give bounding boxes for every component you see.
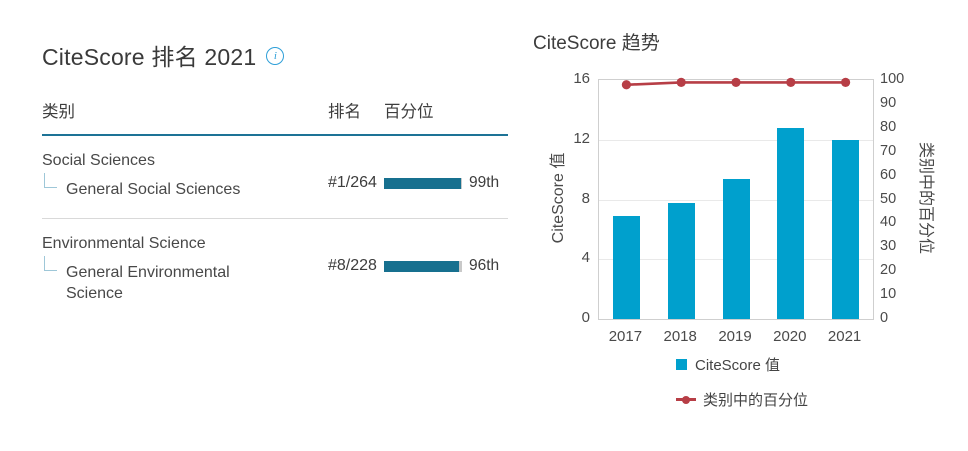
percentile-bar-fill	[384, 260, 459, 272]
right-tick-label: 70	[880, 142, 897, 159]
bar-2017[interactable]	[612, 215, 640, 319]
line-point-2018[interactable]	[676, 77, 686, 87]
percentile-bar-track	[384, 177, 462, 189]
right-tick-label: 20	[880, 262, 897, 279]
percentile-bar-fill	[384, 177, 462, 189]
legend-label: 类别中的百分位	[703, 392, 809, 409]
left-tick-label: 0	[581, 309, 590, 326]
x-tick-label: 2018	[663, 328, 697, 345]
table-row: Social Sciences General Social Sciences …	[42, 136, 508, 218]
percentile-label: 99th	[469, 174, 500, 191]
rank-value: #1/264	[328, 174, 377, 191]
column-header-rank: 排名	[328, 103, 361, 121]
bar-2018[interactable]	[667, 202, 695, 319]
line-point-2017[interactable]	[621, 80, 631, 90]
bar-2021[interactable]	[832, 139, 860, 319]
right-tick-label: 50	[880, 190, 897, 207]
left-tick-label: 4	[581, 249, 590, 267]
citescore-trend-panel: CiteScore 趋势 CiteScore 值 类别中的百分位 0 4 8 12 16…	[533, 20, 968, 440]
info-icon[interactable]: i	[266, 47, 285, 65]
rankings-title: CiteScore 排名 2021	[42, 44, 257, 70]
right-tick-label: 30	[880, 238, 897, 255]
legend-label: CiteScore 值	[695, 357, 781, 374]
table-row: Environmental Science General Environmen…	[42, 218, 508, 322]
left-tick-label: 8	[581, 189, 590, 207]
right-tick-label: 60	[880, 166, 897, 183]
bar-legend-swatch-icon	[676, 359, 687, 370]
x-tick-label: 2021	[827, 328, 862, 345]
percentile-line-series	[621, 77, 851, 90]
legend-item-percentile: 类别中的百分位	[676, 389, 808, 410]
right-tick-label: 0	[880, 310, 889, 326]
right-tick-label: 90	[880, 94, 897, 111]
citescore-rankings-panel: CiteScore 排名 2021 i 类别 排名 百分位 Social Sci…	[42, 38, 508, 322]
line-legend-marker-icon	[676, 394, 696, 405]
percentile-bar-track	[384, 260, 462, 272]
gridline	[599, 139, 873, 141]
tree-connector-icon	[44, 173, 57, 188]
legend-item-citescore: CiteScore 值	[676, 354, 780, 375]
line-point-2020[interactable]	[786, 77, 796, 87]
right-tick-label: 100	[880, 71, 905, 87]
rankings-title-row: CiteScore 排名 2021 i	[42, 38, 508, 72]
parent-category-label: Environmental Science	[42, 235, 206, 252]
chart-plot-area	[598, 77, 874, 320]
line-point-2021[interactable]	[841, 77, 851, 87]
bar-2020[interactable]	[777, 127, 805, 319]
x-tick-label: 2019	[718, 328, 752, 345]
percentile-cell: 99th	[384, 174, 508, 192]
column-header-percentile: 百分位	[384, 103, 434, 121]
rank-value: #8/228	[328, 257, 377, 274]
x-tick-label: 2017	[608, 328, 643, 345]
right-tick-label: 40	[880, 214, 897, 231]
child-category-label: General Environmental Science	[66, 264, 230, 302]
left-tick-label: 16	[573, 70, 590, 87]
x-tick-label: 2020	[773, 328, 807, 345]
tree-connector-icon	[44, 256, 57, 271]
parent-category-label: Social Sciences	[42, 152, 155, 169]
trend-chart-title: CiteScore 趋势	[533, 33, 660, 54]
column-header-category: 类别	[42, 103, 75, 121]
header-divider	[42, 134, 508, 136]
right-axis-label: 类别中的百分位	[917, 141, 934, 254]
right-tick-label: 80	[880, 118, 897, 135]
right-tick-label: 10	[880, 286, 897, 303]
rankings-table-header: 类别 排名 百分位	[42, 98, 508, 122]
category-cell: Environmental Science General Environmen…	[42, 233, 328, 304]
child-category-label: General Social Sciences	[66, 181, 241, 198]
left-tick-label: 12	[573, 129, 590, 147]
line-point-2019[interactable]	[731, 77, 741, 87]
bar-2019[interactable]	[722, 178, 750, 319]
percentile-cell: 96th	[384, 257, 508, 275]
category-cell: Social Sciences General Social Sciences	[42, 150, 328, 200]
percentile-label: 96th	[469, 257, 500, 274]
